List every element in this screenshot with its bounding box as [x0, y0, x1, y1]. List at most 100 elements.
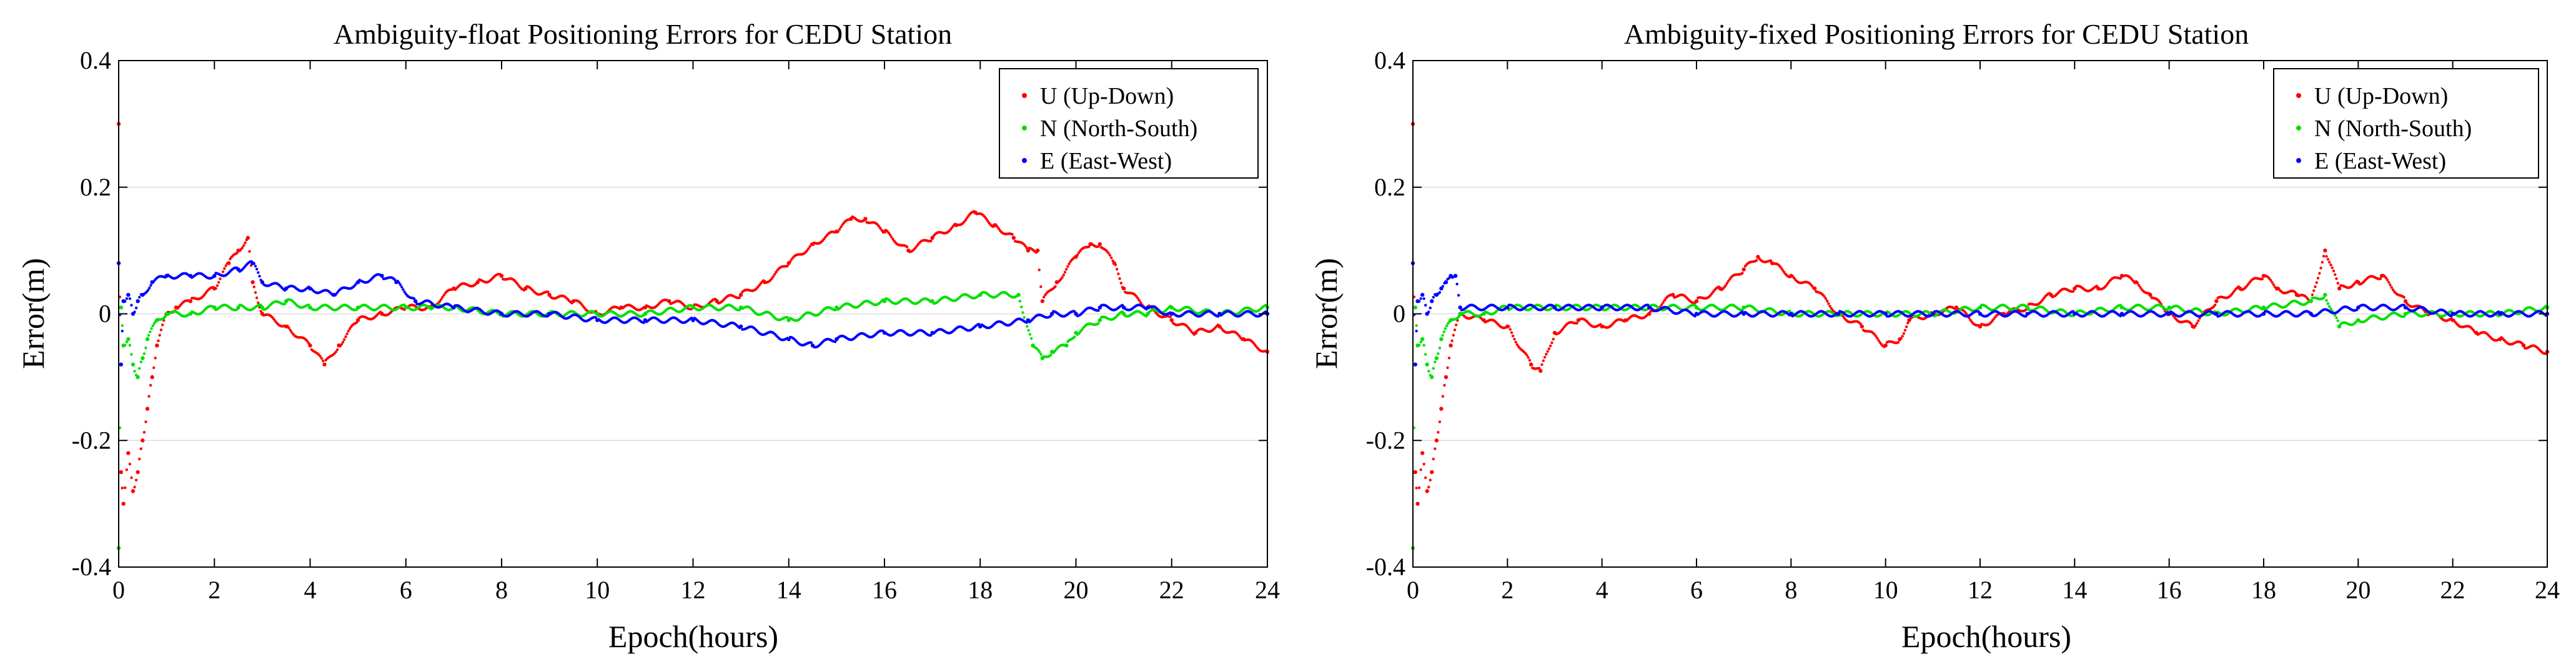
series-dot: [2384, 276, 2388, 280]
series-dot: [1026, 325, 1029, 328]
data-point: [188, 299, 193, 304]
series-dot: [594, 316, 598, 319]
series-dot: [133, 370, 136, 373]
series-dot: [1552, 337, 1555, 341]
series-dot: [121, 487, 124, 490]
series-dot: [1900, 337, 1903, 340]
series-dot: [2261, 277, 2264, 280]
data-point: [1415, 502, 1420, 506]
series-dot: [1037, 348, 1040, 352]
data-point: [150, 375, 154, 380]
legend: U (Up-Down) N (North-South) E (East-West…: [999, 68, 1259, 179]
series-dot: [1663, 299, 1667, 302]
series-dot: [1443, 383, 1446, 387]
series-dot: [148, 286, 151, 290]
series-dot: [347, 329, 350, 333]
series-dot: [966, 216, 969, 219]
data-point: [119, 362, 124, 367]
series-dot: [1169, 315, 1172, 319]
series-dot: [152, 366, 156, 369]
data-point: [738, 324, 743, 329]
series-dot: [219, 277, 222, 280]
series-dot: [1877, 338, 1880, 342]
data-point: [1978, 305, 1983, 310]
series-dot: [2272, 283, 2276, 287]
series-dot: [1038, 350, 1041, 353]
series-dot: [2314, 285, 2317, 289]
series-dot: [1457, 315, 1460, 319]
series-dot: [130, 304, 133, 307]
series-dot: [1424, 304, 1427, 307]
series-dot: [1905, 325, 1908, 329]
data-point: [1036, 248, 1040, 253]
series-dot: [147, 395, 151, 398]
series-dot: [2322, 255, 2326, 258]
series-dot: [146, 289, 150, 292]
series-dot: [2336, 319, 2339, 322]
series-dot: [2319, 266, 2322, 270]
series-dot: [2329, 307, 2332, 310]
series-dot: [2387, 280, 2390, 284]
series-dot: [1107, 251, 1110, 255]
series-dot: [2315, 281, 2318, 284]
y-tick-label: -0.2: [72, 426, 111, 454]
series-dot: [1024, 244, 1027, 247]
data-point: [1505, 305, 1510, 310]
series-dot: [1434, 360, 1437, 363]
series-dot: [1039, 353, 1043, 356]
series-dot: [1063, 270, 1067, 274]
series-dot: [125, 297, 128, 300]
series-dot: [2158, 300, 2161, 304]
series-dot: [130, 353, 133, 356]
series-dot: [1437, 430, 1440, 434]
series-dot: [229, 257, 232, 260]
legend-marker-n: [1022, 126, 1027, 131]
x-tick-label: 18: [968, 576, 993, 604]
series-dot: [343, 338, 346, 341]
series-dot: [133, 310, 136, 314]
data-point: [1434, 438, 1439, 443]
series-dot: [1136, 297, 1139, 300]
series-dot: [1438, 346, 1442, 350]
series-dot: [833, 309, 837, 312]
data-point: [2214, 299, 2219, 304]
series-dot: [397, 281, 401, 284]
series-dot: [215, 284, 219, 287]
data-point: [1040, 299, 1045, 304]
series-dot: [121, 329, 124, 333]
data-point: [1413, 362, 1417, 367]
series-dot: [1434, 447, 1437, 450]
series-dot: [138, 295, 141, 299]
series-dot: [134, 306, 138, 310]
series-dot: [161, 324, 164, 327]
series-dot: [1444, 327, 1447, 330]
series-dot: [1018, 299, 1022, 303]
data-point: [1694, 299, 1699, 304]
series-dot: [259, 310, 262, 313]
series-dot: [255, 296, 259, 300]
series-dot: [1110, 256, 1113, 260]
data-point: [136, 299, 140, 304]
series-dot: [1023, 316, 1026, 319]
series-dot: [1824, 297, 1828, 300]
series-dot: [1115, 267, 1119, 271]
series-dot: [334, 350, 338, 353]
series-dot: [2402, 295, 2405, 299]
legend-marker-u: [1022, 93, 1027, 98]
series-dot: [144, 346, 147, 350]
data-point: [1420, 337, 1425, 342]
series-dot: [1076, 254, 1079, 257]
data-point: [136, 375, 140, 380]
series-dot: [255, 267, 259, 271]
data-point: [1836, 312, 1841, 316]
data-point: [126, 292, 131, 297]
data-point: [1439, 407, 1444, 411]
x-tick-label: 6: [400, 576, 412, 604]
series-dot: [149, 330, 152, 334]
series-dot: [984, 217, 988, 220]
series-dot: [286, 324, 289, 328]
series-dot: [321, 359, 325, 363]
x-tick-labels: 0 2 4 6 8 10 12 14 16 18 20 22 24: [112, 61, 1280, 604]
series-dot: [786, 315, 789, 319]
series-dot: [1447, 322, 1450, 325]
